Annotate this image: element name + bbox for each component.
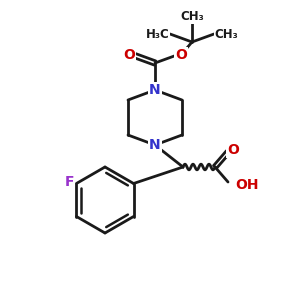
Text: O: O xyxy=(175,48,187,62)
Text: CH₃: CH₃ xyxy=(214,28,238,40)
Text: H₃C: H₃C xyxy=(146,28,170,40)
Text: F: F xyxy=(65,175,74,188)
Text: OH: OH xyxy=(235,178,259,192)
Text: N: N xyxy=(149,138,161,152)
Text: O: O xyxy=(227,143,239,157)
Text: CH₃: CH₃ xyxy=(180,11,204,23)
Text: N: N xyxy=(149,83,161,97)
Text: O: O xyxy=(123,48,135,62)
